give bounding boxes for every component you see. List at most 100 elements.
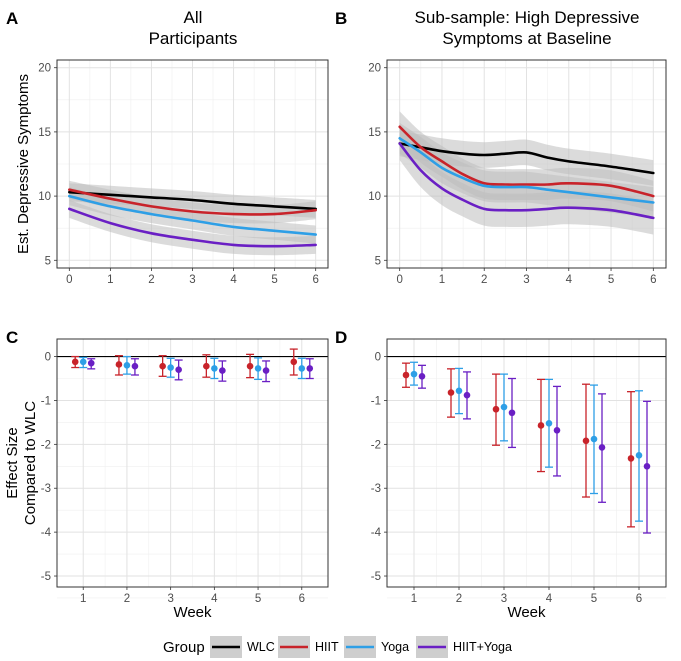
point-hiit — [159, 362, 166, 370]
x-tick-label: 5 — [591, 593, 597, 605]
point-yoga — [298, 365, 306, 372]
x-tick-label: 6 — [650, 274, 656, 286]
point-hiit — [582, 437, 590, 445]
y-axis-label-line: Est. Depressive Symptoms — [15, 74, 32, 254]
panel-title-line: Participants — [149, 29, 238, 48]
point-hiit — [492, 405, 500, 413]
series-line-wlc — [398, 142, 655, 175]
y-axis-label: Est. Depressive Symptoms — [15, 74, 32, 254]
y-tick-label: -2 — [371, 439, 381, 451]
x-tick-label: 2 — [148, 274, 154, 286]
x-tick-label: 3 — [167, 593, 173, 605]
series-line-hiit — [68, 188, 317, 216]
series-line-yoga — [398, 137, 655, 204]
x-tick-label: 4 — [211, 593, 218, 605]
x-tick-label: 0 — [396, 274, 402, 286]
panel-D: 1 2 3 4 5 6 0 -1 -2 -3 -4 -5 D Week — [335, 328, 667, 621]
series-line-hiit — [398, 125, 655, 198]
point-hiit-yoga — [131, 362, 139, 370]
panel-letter: B — [335, 9, 347, 28]
y-tick-label: -2 — [41, 439, 51, 451]
y-tick-label: 0 — [45, 352, 51, 364]
x-tick-label: 2 — [456, 593, 462, 605]
panel-title-line: Sub-sample: High Depressive — [415, 8, 640, 27]
y-tick-label: 10 — [38, 191, 51, 203]
y-tick-label: 0 — [375, 352, 381, 364]
point-hiit — [627, 455, 635, 462]
x-tick-label: 1 — [411, 593, 417, 605]
y-axis-label: Effect SizeCompared to WLC — [4, 401, 39, 525]
panel-letter: C — [6, 328, 18, 347]
point-yoga — [123, 362, 131, 369]
panel-C: 1 2 3 4 5 6 0 -1 -2 -3 -4 -5 C Week Effect SizeCompare… — [4, 328, 329, 621]
x-tick-label: 5 — [255, 593, 261, 605]
x-tick-label: 6 — [312, 274, 318, 286]
confidence-band-hiit — [69, 180, 316, 224]
panel-border — [56, 59, 329, 269]
point-hiit — [71, 358, 79, 366]
legend-label: HIIT — [315, 640, 339, 654]
y-tick-label: -1 — [41, 395, 51, 407]
legend: Group WLC HIIT Yoga HIIT+Yoga — [163, 636, 512, 658]
point-hiit-yoga — [87, 359, 95, 367]
y-tick-label: 15 — [368, 127, 381, 139]
point-hiit — [447, 389, 455, 396]
legend-label: WLC — [247, 640, 275, 654]
panel-B: 0 1 2 3 4 5 6 5 10 15 20 B Sub-sample: High Depressi… — [335, 8, 667, 286]
x-tick-label: 2 — [124, 593, 130, 605]
y-tick-label: 5 — [45, 255, 51, 267]
y-tick-label: 5 — [375, 255, 381, 267]
y-tick-label: 20 — [38, 63, 51, 75]
y-tick-label: 20 — [368, 63, 381, 75]
y-tick-label: -3 — [371, 483, 381, 495]
panel-border — [386, 338, 667, 588]
series-line-hiit-yoga — [68, 207, 317, 248]
legend-item-hiit-yoga: HIIT+Yoga — [416, 636, 512, 658]
legend-label: Yoga — [381, 640, 409, 654]
point-hiit — [246, 362, 254, 370]
panel-title: All Participants — [149, 8, 238, 48]
legend-label: HIIT+Yoga — [453, 640, 512, 654]
point-yoga — [590, 435, 598, 443]
point-hiit-yoga — [306, 365, 314, 372]
panel-title: Sub-sample: High Depressive Symptoms at B… — [415, 8, 640, 48]
point-hiit-yoga — [553, 426, 561, 434]
series-line-yoga — [68, 194, 317, 236]
x-axis-label: Week — [507, 604, 546, 621]
point-yoga — [211, 365, 218, 372]
y-tick-label: -3 — [41, 483, 51, 495]
y-tick-label: 15 — [38, 127, 51, 139]
point-hiit — [115, 361, 123, 368]
point-yoga — [545, 419, 553, 427]
y-tick-label: -5 — [371, 571, 381, 583]
point-yoga — [455, 387, 463, 395]
point-hiit — [290, 358, 298, 366]
point-yoga — [254, 365, 262, 372]
panel-letter: A — [6, 9, 18, 28]
point-hiit — [402, 371, 410, 379]
series-line-hiit-yoga — [398, 142, 655, 220]
x-tick-label: 6 — [636, 593, 642, 605]
x-tick-label: 3 — [189, 274, 195, 286]
x-tick-label: 0 — [66, 274, 72, 286]
x-tick-label: 3 — [501, 593, 507, 605]
legend-item-yoga: Yoga — [344, 636, 409, 658]
y-axis-label-line: Effect Size — [4, 427, 21, 498]
point-hiit-yoga — [262, 367, 270, 374]
x-tick-label: 3 — [523, 274, 529, 286]
y-tick-label: -1 — [371, 395, 381, 407]
point-yoga — [410, 370, 418, 378]
x-tick-label: 5 — [608, 274, 614, 286]
y-tick-label: -4 — [371, 527, 382, 539]
x-axis-label: Week — [173, 604, 212, 621]
panel-border — [56, 338, 329, 588]
panel-border — [386, 59, 667, 269]
x-tick-label: 5 — [271, 274, 277, 286]
point-hiit — [537, 422, 545, 429]
point-hiit-yoga — [643, 462, 651, 470]
point-hiit-yoga — [463, 391, 471, 399]
x-tick-label: 2 — [481, 274, 487, 286]
point-hiit — [203, 362, 210, 370]
legend-item-wlc: WLC — [210, 636, 275, 658]
x-tick-label: 6 — [299, 593, 305, 605]
